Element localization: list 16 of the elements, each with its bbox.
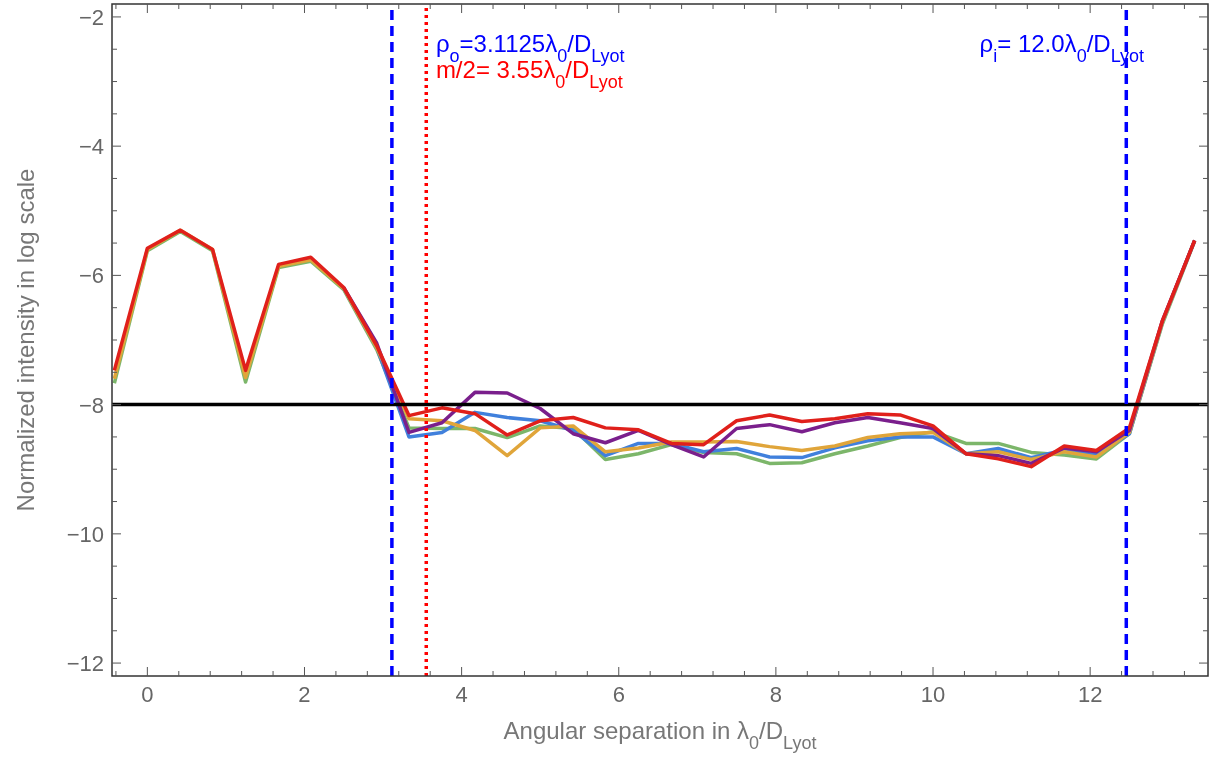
x-tick-label: 2 (298, 682, 311, 707)
x-tick-label: 8 (769, 682, 783, 707)
y-tick-label: −12 (66, 651, 104, 677)
x-tick-label: 12 (1077, 682, 1103, 707)
y-tick-label: −10 (66, 521, 104, 547)
x-tick-label: 0 (141, 682, 154, 707)
y-tick-label: −6 (78, 263, 104, 289)
annotation: ρ$_{i}$= 12.0λ$_{0}$/D$_{Lyot}$ (979, 30, 1144, 66)
x-axis-title: Angular separation in λ$_{0}$/D$_{Lyot}$ (503, 717, 817, 753)
y-tick-label: −2 (78, 4, 104, 30)
x-tick-label: 6 (612, 682, 625, 707)
x-tick-label: 4 (455, 682, 468, 707)
x-tick-label: 10 (920, 682, 946, 707)
y-tick-label: −4 (78, 134, 104, 160)
y-tick-label: −8 (78, 392, 104, 418)
y-axis-title: Normalized intensity in log scale (12, 168, 39, 512)
